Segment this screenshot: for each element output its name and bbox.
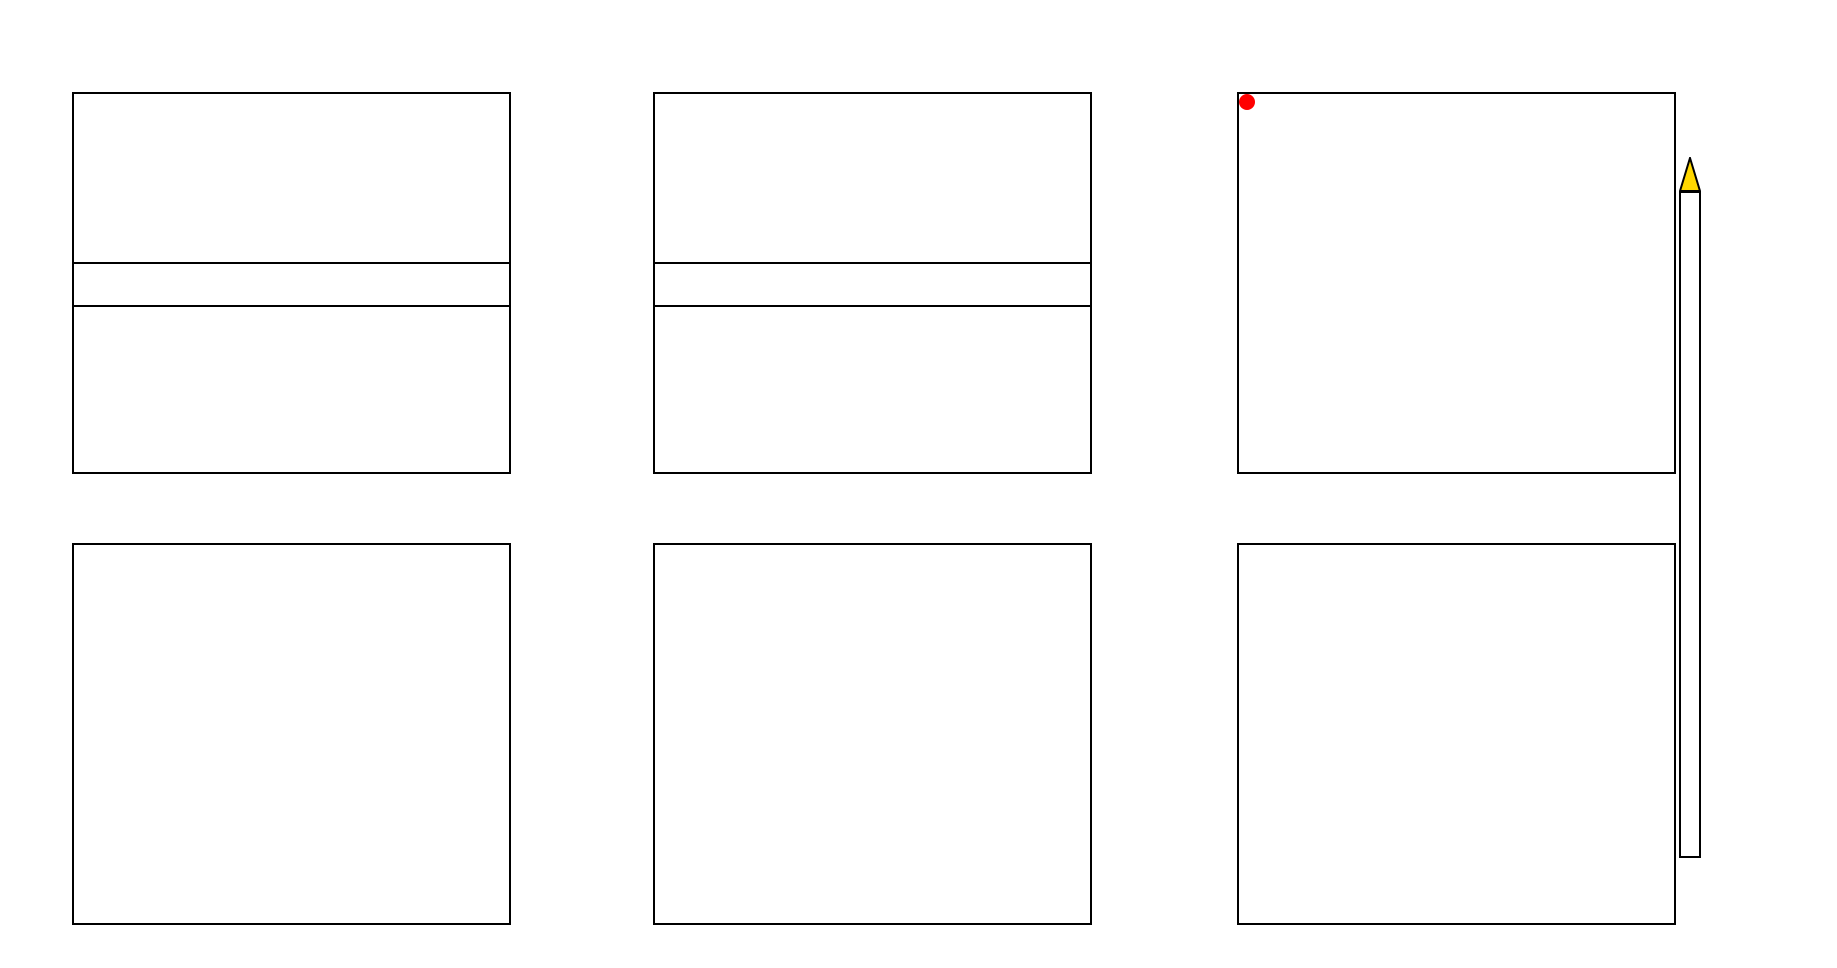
colorbar	[1679, 157, 1837, 917]
precip-field-prism	[655, 545, 1090, 923]
panel-prism-exceedance	[653, 92, 1092, 474]
panel-stage4-precip	[72, 543, 511, 925]
colorbar-extend-arrow-icon	[1679, 157, 1701, 191]
map-outline	[655, 545, 1090, 923]
threshold-banner	[653, 262, 1092, 307]
panel-conus404-exceedance	[1237, 92, 1676, 474]
panel-prism-precip	[653, 543, 1092, 925]
panel-conus404-precip	[1237, 543, 1676, 925]
colorbar-bar	[1679, 191, 1701, 858]
precip-field-stage4	[74, 545, 509, 923]
threshold-banner	[72, 262, 511, 307]
map-outline	[1239, 94, 1674, 472]
map-outline	[1239, 545, 1674, 923]
exceedance-point-marker	[1239, 94, 1255, 110]
precip-field-conus404	[1239, 545, 1674, 923]
panel-stage4-exceedance	[72, 92, 511, 474]
map-outline	[74, 545, 509, 923]
